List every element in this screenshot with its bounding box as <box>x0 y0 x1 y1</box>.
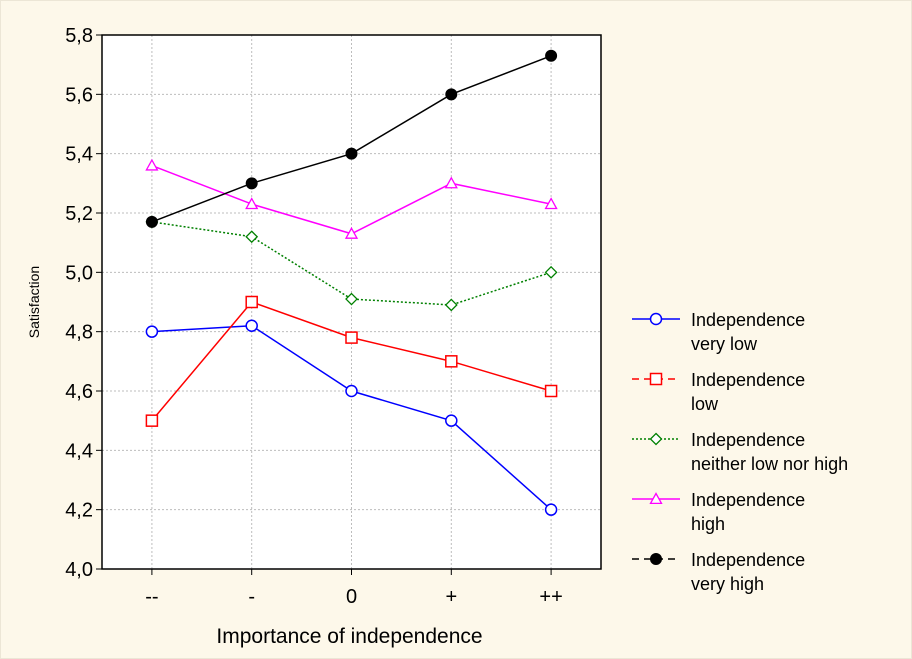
legend-label: neither low nor high <box>691 454 848 474</box>
legend-label: Independence <box>691 310 805 330</box>
y-tick-label: 5,4 <box>65 144 93 166</box>
data-point <box>544 197 558 210</box>
data-point <box>444 298 458 312</box>
data-point <box>544 265 558 279</box>
data-point <box>145 158 159 171</box>
data-point <box>145 325 159 338</box>
y-tick-label: 5,6 <box>65 84 93 106</box>
x-tick-label: -- <box>145 586 158 608</box>
data-point <box>245 295 258 309</box>
data-point <box>145 215 158 228</box>
series-5 <box>145 49 558 228</box>
legend-label: Independence <box>691 490 805 510</box>
legend-item: Independence low <box>632 370 805 414</box>
y-tick-label: 5,8 <box>65 25 93 47</box>
data-point <box>445 88 458 101</box>
legend-marker <box>649 492 663 505</box>
y-tick-label: 5,2 <box>65 203 93 225</box>
data-point <box>345 292 358 306</box>
legend-item: Independence neither low nor high <box>632 430 848 474</box>
series-1 <box>145 319 558 516</box>
data-point <box>245 197 259 210</box>
legend-label: very low <box>691 334 758 354</box>
y-tick-label: 4,2 <box>65 500 93 522</box>
y-tick-label: 5,0 <box>65 262 93 284</box>
legend-marker <box>650 553 662 565</box>
x-tick-label: + <box>445 586 457 608</box>
y-axis-label: Satisfaction <box>26 266 42 338</box>
series-4 <box>145 158 558 239</box>
data-point <box>544 384 558 398</box>
y-tick-label: 4,6 <box>65 381 93 403</box>
legend-item: Independence very high <box>632 550 805 594</box>
legend-item: Independence high <box>632 490 805 534</box>
legend-label: high <box>691 514 725 534</box>
data-point <box>145 414 159 427</box>
x-tick-label: 0 <box>346 586 357 608</box>
x-tick-label: ++ <box>539 586 562 608</box>
data-point <box>345 384 358 398</box>
data-point <box>245 177 258 190</box>
legend-item: Independence very low <box>632 310 805 354</box>
data-point <box>444 176 458 189</box>
legend-label: Independence <box>691 430 805 450</box>
y-tick-label: 4,4 <box>65 440 93 462</box>
data-point <box>545 49 558 62</box>
data-point <box>345 147 358 160</box>
legend-label: very high <box>691 574 764 594</box>
data-point <box>344 226 359 239</box>
x-tick-label: - <box>248 586 255 608</box>
legend-label: Independence <box>691 550 805 570</box>
y-tick-label: 4,0 <box>65 559 93 581</box>
series-2 <box>145 295 558 427</box>
y-tick-label: 4,8 <box>65 322 93 344</box>
data-point <box>445 355 458 368</box>
data-point <box>345 331 358 344</box>
legend-marker <box>649 312 663 326</box>
series-line <box>151 221 552 306</box>
data-point <box>445 414 458 427</box>
legend-label: low <box>691 394 719 414</box>
data-point <box>544 503 558 516</box>
x-axis-label: Importance of independence <box>216 625 482 648</box>
legend-label: Independence <box>691 370 805 390</box>
data-point <box>245 319 258 332</box>
data-point <box>245 230 259 244</box>
legend-marker <box>649 432 663 446</box>
legend-marker <box>649 372 663 386</box>
